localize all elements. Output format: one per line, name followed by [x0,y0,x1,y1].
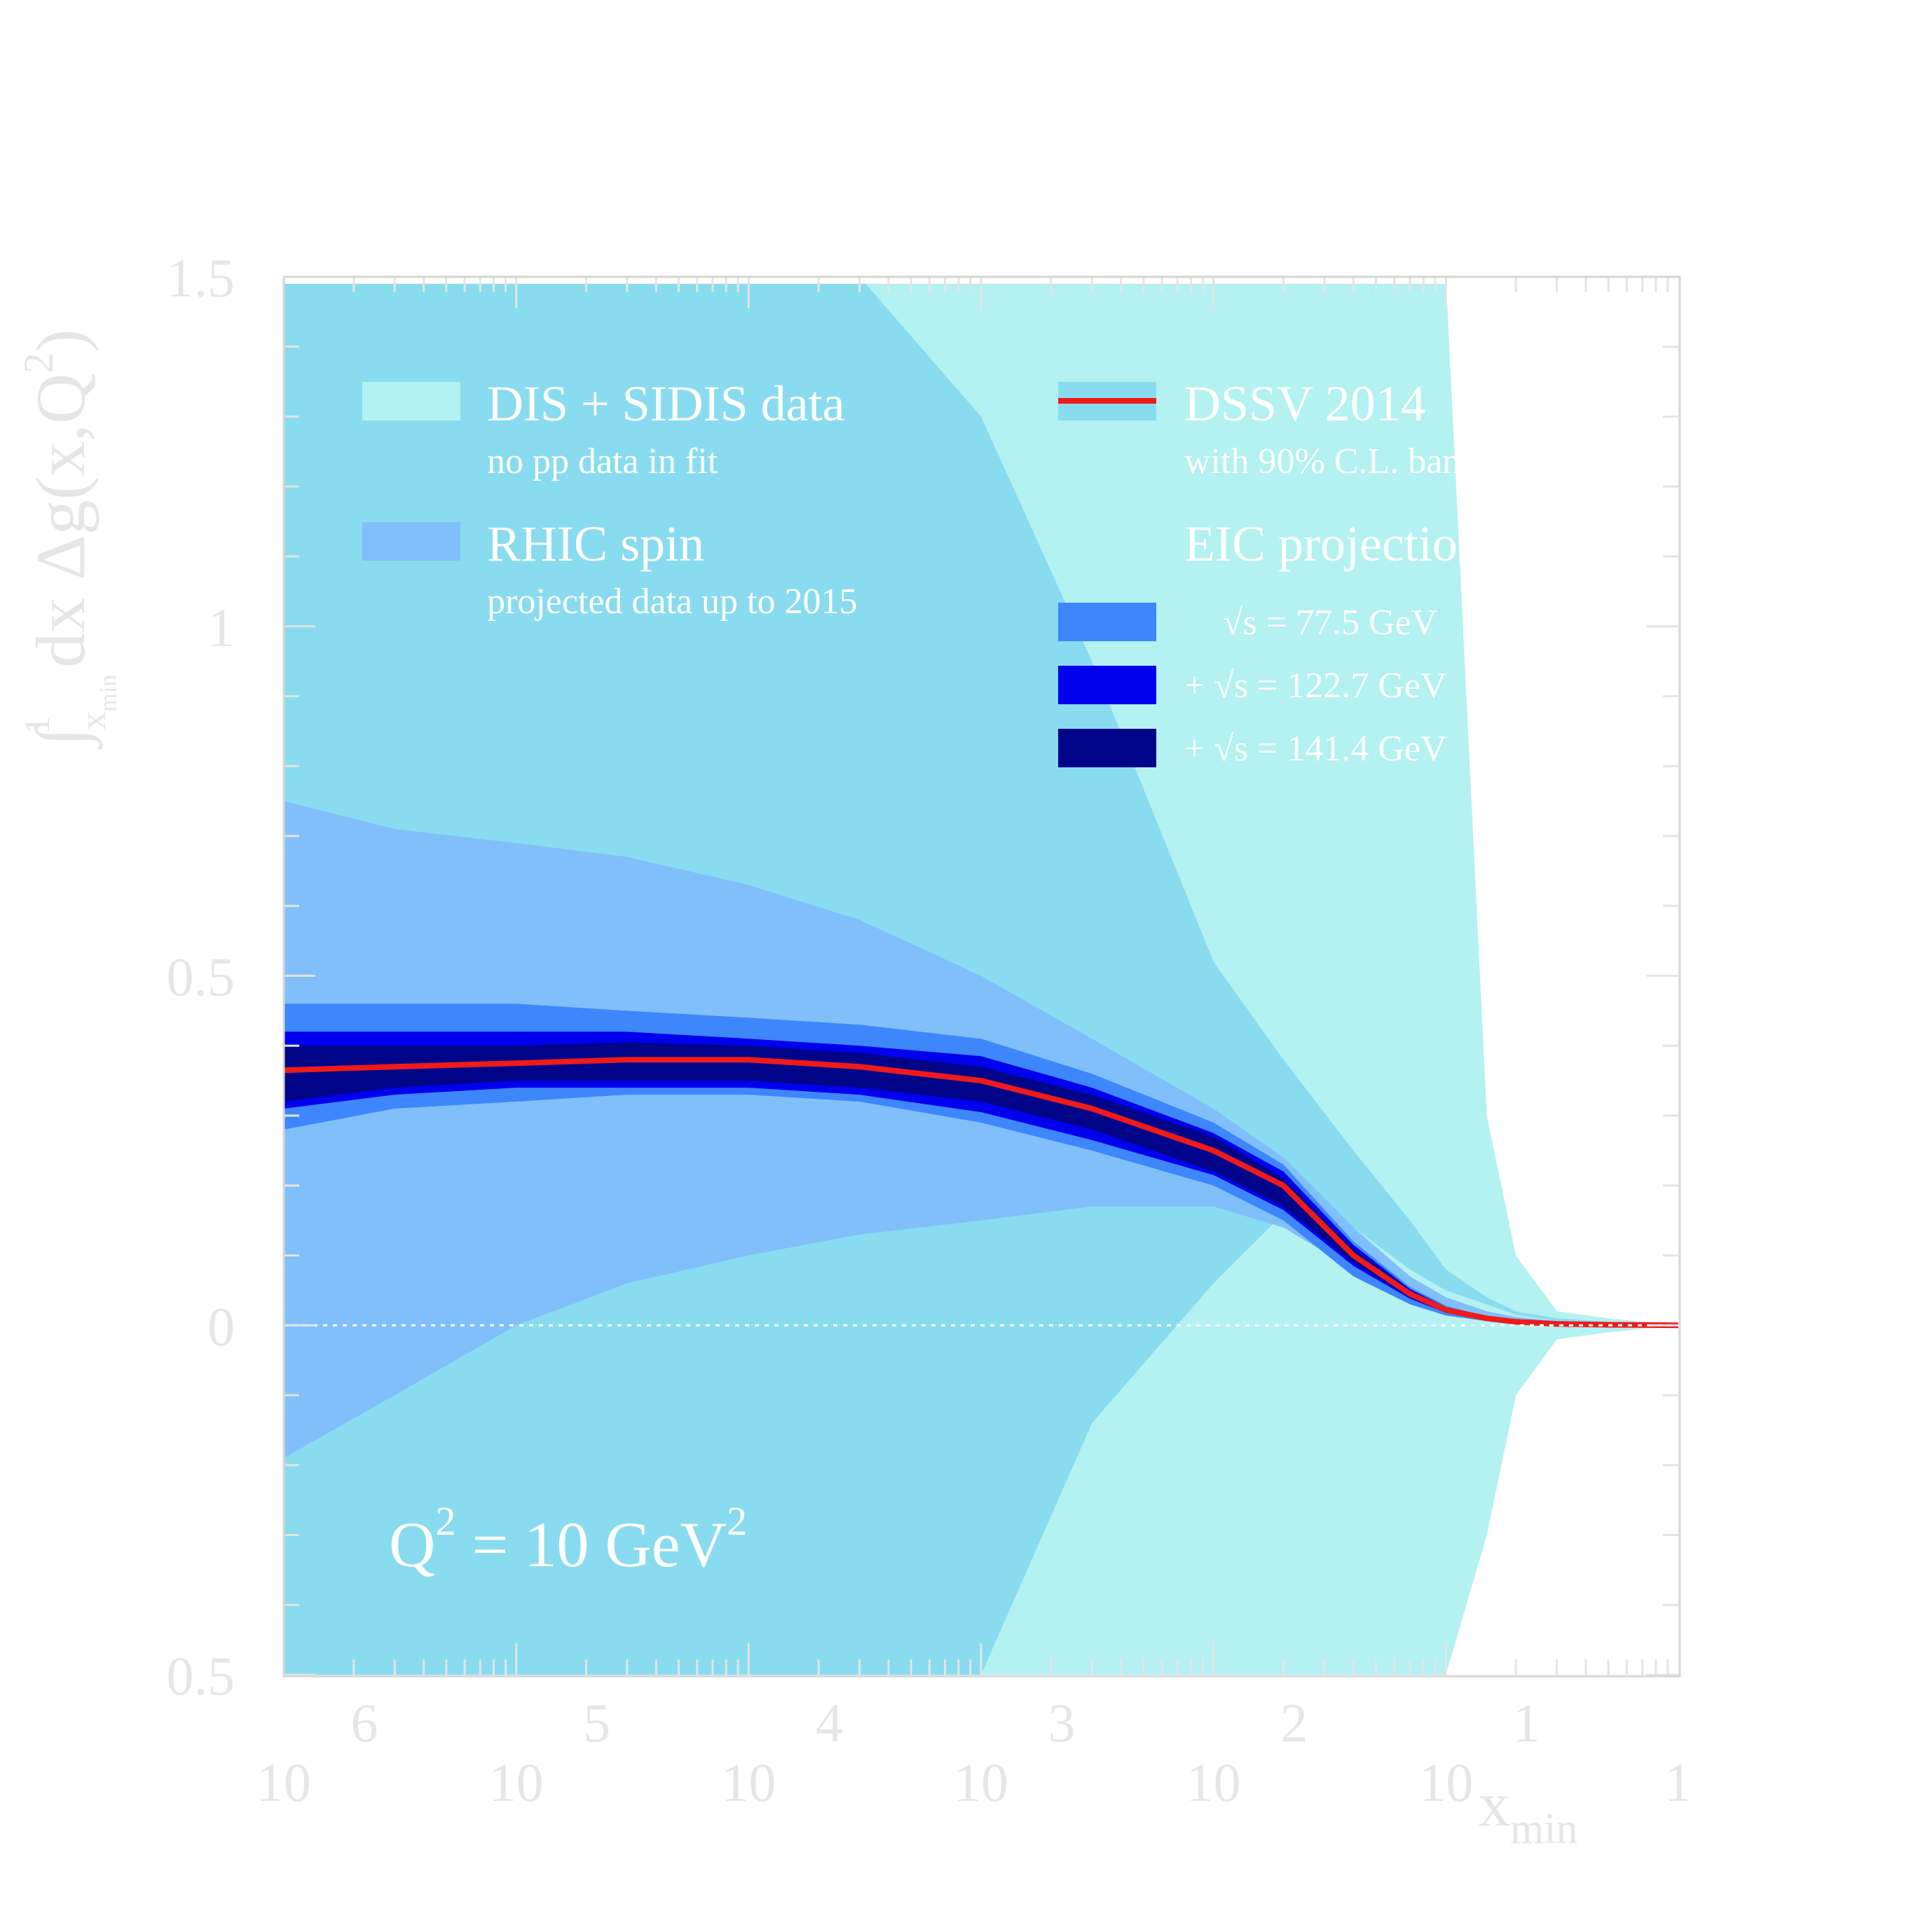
y-tick-label: 0.5 [167,947,235,1008]
x-tick-label-base: 10 [1418,1752,1473,1813]
y-label-lower-sub: min [95,675,121,712]
legend: DIS + SIDIS data no pp data in fit RHIC … [362,376,1516,769]
x-tick-label-exp: 2 [1280,1692,1308,1753]
x-tick-label-base: 10 [721,1752,776,1813]
dssv-central-line [284,1057,1678,1329]
q2-middle: = 10 GeV [455,1509,727,1580]
chart-bands [284,284,1678,1675]
legend-label-rhic: RHIC spin [487,516,704,572]
y-tick-label: 0 [207,1296,235,1357]
y-axis-label: ∫1 xmin dx Δg(x,Q2) [15,329,121,751]
q2-unit-power: 2 [727,1498,747,1544]
y-label-upper: 1 [18,716,57,734]
x-label-main: x [1479,1770,1510,1839]
y-label-integral: ∫ [22,723,103,751]
legend-label-dis: DIS + SIDIS data [487,376,845,432]
plot-frame [282,275,1681,1678]
x-label-sub: min [1510,1805,1577,1853]
axis-ticks [282,275,1678,1676]
legend-swatch-eic-2 [1058,666,1156,704]
legend-sub-dis: no pp data in fit [487,441,718,481]
legend-swatch-rhic [362,522,460,561]
x-tick-label-base: 10 [489,1752,544,1813]
y-label-close: ) [22,329,100,352]
x-tick-label-exp: 6 [351,1692,378,1753]
legend-label-eic-2: + √s = 122.7 GeV [1184,666,1447,706]
y-label-lower: x [74,712,114,730]
q2-q-power: 2 [435,1498,455,1544]
y-tick-labels: 1.5 1 0.5 0 0.5 [167,247,235,1706]
legend-swatch-eic-3 [1058,729,1156,767]
x-tick-label-exp: 3 [1048,1692,1076,1753]
legend-swatch-eic-1 [1058,603,1156,641]
legend-sub-dssv: with 90% C.L. band [1184,441,1479,481]
x-tick-labels: 10 6 10 5 10 4 10 3 10 2 10 1 1 [256,1692,1692,1813]
legend-sub-rhic: projected data up to 2015 [487,582,858,622]
x-tick-label-exp: 5 [583,1692,610,1753]
x-tick-label-exp: 4 [816,1692,843,1753]
legend-swatch-dis [362,382,460,420]
legend-label-dssv: DSSV 2014 [1184,376,1426,432]
y-tick-label: 0.5 [167,1645,235,1706]
legend-label-eic-1: √s = 77.5 GeV [1223,603,1437,643]
x-tick-label-base: 1 [1665,1752,1692,1813]
y-tick-label: 1.5 [167,247,235,308]
y-tick-label: 1 [207,597,235,658]
band-2 [284,801,1678,1458]
x-tick-label-exp: 1 [1513,1692,1540,1753]
y-label-body: dx Δg(x,Q [22,374,100,668]
legend-eic-title: EIC projections: [1184,516,1516,572]
x-tick-label-base: 10 [1186,1752,1241,1813]
legend-label-eic-3: + √s = 141.4 GeV [1184,729,1447,769]
x-axis-label: xmin [1479,1770,1577,1853]
x-tick-label-base: 10 [256,1752,311,1813]
y-label-power: 2 [15,352,62,374]
x-tick-label-base: 10 [954,1752,1008,1813]
q2-annotation: Q2 = 10 GeV2 [389,1498,747,1580]
band-5 [284,1042,1678,1326]
q2-q: Q [389,1509,435,1580]
